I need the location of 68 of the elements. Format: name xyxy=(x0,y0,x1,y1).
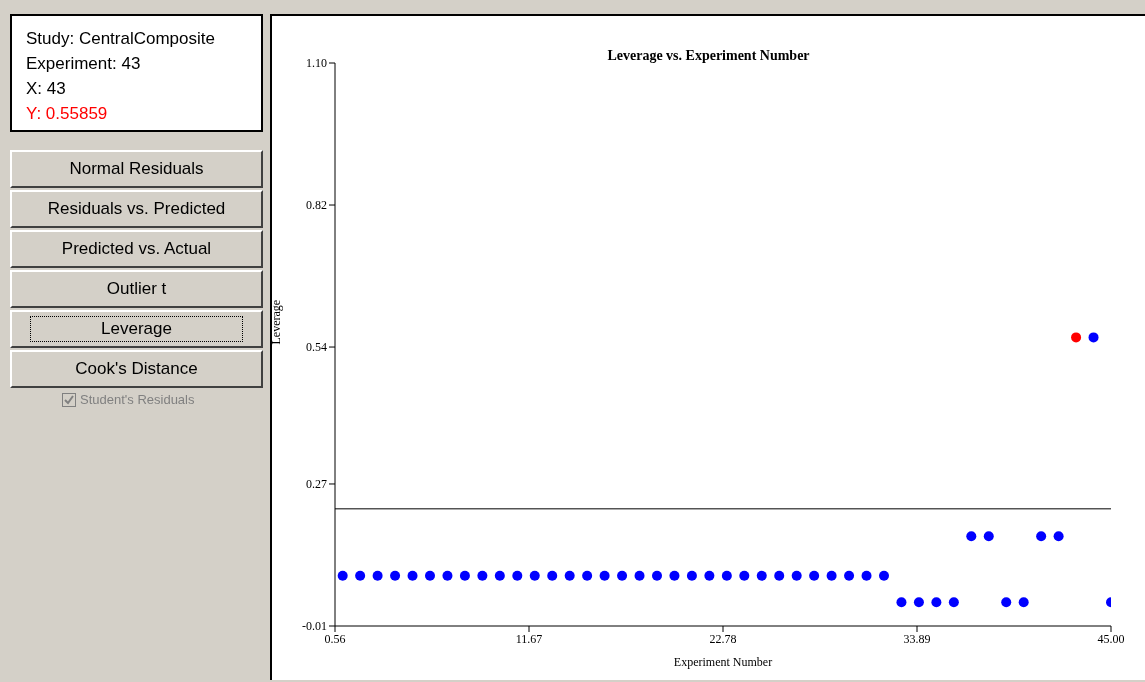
y-tick-label: 0.82 xyxy=(306,198,327,213)
point xyxy=(424,570,435,581)
point xyxy=(774,570,785,581)
text: Cook's Distance xyxy=(75,359,198,379)
point xyxy=(861,570,872,581)
point xyxy=(494,570,505,581)
point xyxy=(529,570,540,581)
point xyxy=(686,570,697,581)
point xyxy=(407,570,418,581)
y-tick-label: -0.01 xyxy=(302,619,327,634)
text: X: 43 xyxy=(26,78,67,100)
chart-title: Leverage vs. Experiment Number xyxy=(607,48,810,63)
point xyxy=(1018,597,1029,608)
point xyxy=(896,597,907,608)
text: Normal Residuals xyxy=(69,159,204,179)
text: Y: 0.55859 xyxy=(26,103,109,125)
x-tick-label: 22.78 xyxy=(709,631,737,646)
point xyxy=(442,570,453,581)
point xyxy=(337,570,348,581)
point xyxy=(582,570,593,581)
point xyxy=(1053,531,1064,542)
y-tick-label: 0.54 xyxy=(306,340,327,355)
y-tick-label: 1.10 xyxy=(306,56,327,71)
text: Study: CentralComposite xyxy=(26,28,216,50)
point xyxy=(739,570,750,581)
y-tick-label: 0.27 xyxy=(306,477,327,492)
point xyxy=(355,570,366,581)
text: Residuals vs. Predicted xyxy=(47,199,226,219)
point xyxy=(1071,332,1082,343)
x-tick-label: 11.67 xyxy=(515,631,543,646)
point xyxy=(756,570,767,581)
point xyxy=(564,570,575,581)
point xyxy=(1001,597,1012,608)
point xyxy=(1036,531,1047,542)
point xyxy=(599,570,610,581)
text: Experiment: 43 xyxy=(26,53,142,75)
point xyxy=(966,531,977,542)
x-axis-title: Experiment Number xyxy=(673,655,773,669)
point xyxy=(809,570,820,581)
point xyxy=(617,570,628,581)
point xyxy=(983,531,994,542)
point xyxy=(512,570,523,581)
point xyxy=(547,570,558,581)
point xyxy=(913,597,924,608)
point xyxy=(931,597,942,608)
point xyxy=(477,570,488,581)
point xyxy=(652,570,662,581)
x-tick-label: 45.00 xyxy=(1097,631,1125,646)
text: Leverage xyxy=(31,317,242,341)
y-axis-title: Leverage xyxy=(269,299,284,345)
point xyxy=(948,597,959,608)
point xyxy=(372,570,383,581)
point xyxy=(826,570,837,581)
text: Student's Residuals xyxy=(80,392,195,407)
point xyxy=(459,570,470,581)
point xyxy=(879,570,889,581)
point xyxy=(791,570,802,581)
point xyxy=(704,570,715,581)
x-tick-label: 0.56 xyxy=(324,631,346,646)
point xyxy=(844,570,855,581)
point xyxy=(1088,332,1099,343)
x-tick-label: 33.89 xyxy=(903,631,931,646)
point xyxy=(669,570,680,581)
point xyxy=(634,570,645,581)
point xyxy=(721,570,732,581)
text: Predicted vs. Actual xyxy=(61,239,212,259)
text: Outlier t xyxy=(106,279,167,299)
point xyxy=(390,570,401,581)
